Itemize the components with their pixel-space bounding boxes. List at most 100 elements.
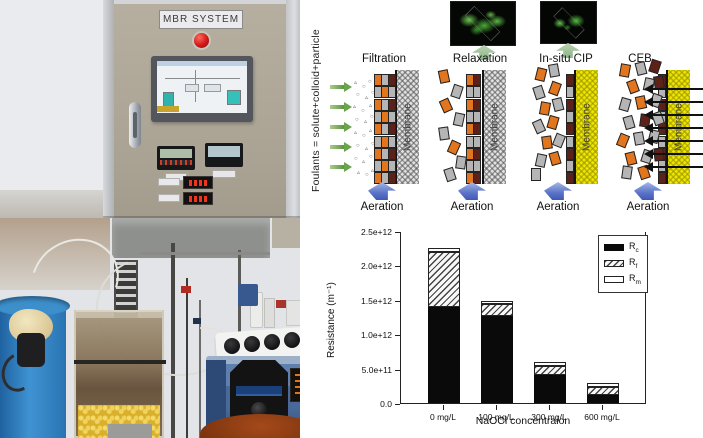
power-socket-1 bbox=[224, 338, 240, 354]
x-tick bbox=[443, 405, 444, 410]
aeration-label-in-situ-cip: Aeration bbox=[536, 201, 580, 213]
aeration-arrow-filtration bbox=[368, 182, 396, 200]
triangle-particle-icon: ▵ bbox=[362, 159, 366, 165]
plot-area bbox=[400, 232, 646, 404]
detached-particle bbox=[548, 80, 562, 97]
detached-particle bbox=[452, 112, 466, 127]
triangle-particle-icon: ▵ bbox=[369, 103, 373, 109]
triangle-particle-icon: ▵ bbox=[357, 170, 361, 176]
cake-particle bbox=[388, 135, 396, 148]
aeration-arrow-in-situ-cip bbox=[544, 182, 572, 200]
cake-particle bbox=[473, 147, 481, 160]
cake-particle bbox=[388, 160, 396, 173]
pump-head-label-band bbox=[236, 386, 282, 396]
foulant-arrow-head bbox=[344, 102, 352, 112]
cake-particle bbox=[388, 98, 396, 111]
detached-particle bbox=[534, 66, 548, 83]
detached-particle bbox=[624, 150, 638, 167]
triangle-particle-icon: ▵ bbox=[364, 119, 368, 125]
cake-particle bbox=[388, 110, 396, 123]
circle-particle-icon: ○ bbox=[362, 133, 366, 139]
led-meter-2-digits bbox=[189, 196, 207, 202]
foulant-arrow-body bbox=[330, 125, 344, 129]
shelf-crossbar bbox=[140, 252, 270, 255]
circle-particle-icon: ○ bbox=[368, 79, 372, 85]
detached-particle bbox=[546, 114, 560, 131]
detached-particle bbox=[548, 150, 562, 167]
circle-particle-icon: ○ bbox=[361, 108, 365, 114]
backwash-arrow-line bbox=[652, 140, 703, 142]
power-socket-4 bbox=[284, 332, 300, 348]
led-meter-2 bbox=[183, 192, 213, 205]
x-tick-label: 600 mg/L bbox=[584, 412, 620, 422]
detached-particle bbox=[538, 101, 552, 116]
detached-particle bbox=[621, 165, 633, 180]
bar-segment-rf-3 bbox=[587, 386, 619, 396]
bar-segment-rc-0 bbox=[428, 306, 460, 403]
circle-particle-icon: ○ bbox=[362, 84, 366, 90]
black-fitting bbox=[17, 333, 45, 367]
stainless-panel-lower bbox=[0, 218, 110, 290]
cake-particle bbox=[566, 147, 574, 160]
gray-equipment-box bbox=[112, 218, 270, 258]
digital-indicator-1-display bbox=[160, 149, 192, 158]
bar-segment-rc-3 bbox=[587, 395, 619, 403]
legend-swatch-rm bbox=[604, 276, 624, 283]
blue-module bbox=[238, 284, 258, 306]
x-tick-label: 300 mg/L bbox=[531, 412, 567, 422]
system-name-plate: MBR SYSTEM bbox=[159, 10, 243, 29]
y-tick-label: 2.5e+12 bbox=[361, 227, 392, 237]
bar-segment-rm-2 bbox=[534, 362, 566, 366]
cake-particle bbox=[566, 160, 574, 173]
led-meter-2-label bbox=[158, 194, 180, 202]
y-tick-label: 0.0 bbox=[380, 399, 392, 409]
backwash-arrow-head bbox=[644, 97, 653, 107]
panel-title-relaxation: Relaxation bbox=[452, 53, 508, 65]
foulant-arrow-head bbox=[344, 162, 352, 172]
cake-particle bbox=[566, 86, 574, 99]
detached-particle bbox=[437, 69, 451, 84]
foulant-arrow-body bbox=[330, 105, 344, 109]
power-socket-2 bbox=[244, 336, 260, 352]
detached-particle bbox=[531, 118, 547, 135]
detached-particle bbox=[615, 132, 631, 149]
backwash-arrow-line bbox=[652, 114, 703, 116]
panel-title-ceb: CEB bbox=[628, 53, 652, 65]
bar-segment-rf-1 bbox=[481, 303, 513, 316]
fouling-diagram: Foulants = solute+colloid+particle Filtr… bbox=[308, 0, 703, 225]
wall-gap bbox=[300, 0, 308, 438]
led-meter-1 bbox=[183, 176, 213, 189]
circle-particle-icon: ○ bbox=[365, 172, 369, 178]
triangle-particle-icon: ▵ bbox=[353, 104, 357, 110]
cake-particle bbox=[473, 123, 481, 136]
confocal-frame-2 bbox=[552, 6, 585, 39]
cake-particle bbox=[473, 74, 481, 86]
cake-particle bbox=[473, 172, 481, 185]
foulant-arrow-body bbox=[330, 145, 344, 149]
cake-particle bbox=[658, 172, 666, 185]
backwash-arrow-line bbox=[652, 127, 703, 129]
cake-particle bbox=[566, 110, 574, 123]
detached-particle bbox=[455, 155, 467, 170]
cake-particle bbox=[473, 98, 481, 111]
circle-particle-icon: ○ bbox=[355, 117, 359, 123]
bioreactor-strap bbox=[74, 360, 166, 364]
membrane-label: Membrane bbox=[489, 103, 501, 151]
x-axis-label: NaOCl concentraion bbox=[475, 415, 571, 427]
cabinet-frame-right bbox=[286, 0, 303, 224]
hmi-value-box bbox=[185, 84, 199, 92]
door-handle-slot bbox=[133, 112, 137, 138]
circle-particle-icon: ○ bbox=[371, 90, 375, 96]
power-socket-3 bbox=[264, 334, 280, 350]
detached-particle bbox=[648, 58, 662, 75]
backwash-arrow-line bbox=[652, 153, 703, 155]
bar-segment-rf-2 bbox=[534, 365, 566, 376]
membrane-label: Membrane bbox=[402, 103, 414, 151]
backwash-arrow-head bbox=[644, 149, 653, 159]
detached-particle bbox=[622, 114, 636, 131]
detached-particle bbox=[438, 97, 454, 114]
y-tick bbox=[395, 232, 400, 233]
legend-label-rm: Rm bbox=[629, 273, 641, 286]
hmi-titlebar bbox=[157, 61, 247, 66]
legend-label-rc: Rc bbox=[629, 241, 639, 254]
